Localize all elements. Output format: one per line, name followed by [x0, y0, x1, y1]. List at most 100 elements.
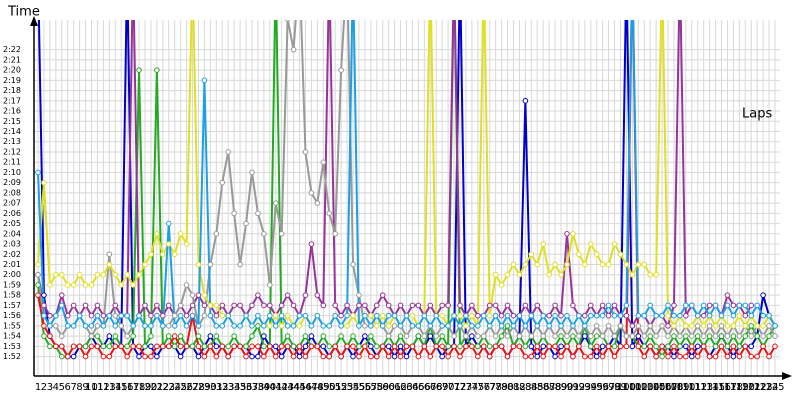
data-point	[272, 312, 279, 319]
data-point	[457, 343, 463, 350]
data-point	[611, 343, 618, 350]
data-point	[201, 353, 208, 360]
data-point	[344, 343, 350, 350]
x-tick-label: 47	[305, 382, 318, 393]
data-point	[748, 312, 755, 319]
data-point	[522, 353, 529, 360]
data-point	[564, 333, 570, 339]
data-point	[249, 302, 255, 309]
data-point	[742, 302, 749, 309]
data-point	[564, 343, 570, 350]
data-point	[403, 312, 410, 319]
data-point	[582, 353, 588, 360]
data-point	[266, 282, 273, 288]
data-point	[427, 302, 434, 309]
x-tick-label: 50	[323, 382, 336, 393]
x-tick-label: 57	[364, 382, 377, 393]
x-tick-label: 17	[127, 382, 140, 393]
x-tick-label: 11	[91, 382, 104, 393]
x-tick-label: 58	[370, 382, 383, 393]
y-tick-label: 2:01	[3, 260, 21, 269]
data-point	[362, 333, 368, 339]
x-tick-label: 52	[335, 382, 348, 393]
data-point	[516, 271, 523, 278]
x-tick-label: 34	[228, 382, 241, 393]
data-point	[647, 323, 653, 329]
x-tick-label: 31	[210, 382, 223, 393]
data-point	[183, 241, 190, 247]
x-tick-label: 99	[614, 382, 627, 393]
x-tick-label: 88	[549, 382, 562, 393]
data-point	[671, 343, 677, 350]
data-point	[64, 323, 71, 329]
data-point	[219, 323, 226, 329]
data-point	[540, 353, 547, 360]
data-point	[552, 261, 558, 268]
data-point	[148, 312, 154, 319]
data-point	[659, 353, 665, 360]
data-point	[391, 343, 398, 350]
data-point	[504, 333, 511, 339]
data-point	[379, 323, 386, 329]
data-point	[611, 333, 618, 339]
data-point	[724, 333, 731, 339]
data-point	[165, 241, 172, 247]
y-tick-label: 1:57	[3, 301, 21, 310]
y-tick-label: 2:04	[3, 229, 21, 238]
data-point	[356, 353, 362, 360]
data-point	[582, 333, 588, 339]
data-point	[582, 323, 588, 329]
data-point	[647, 343, 653, 350]
data-point	[201, 312, 208, 319]
data-point	[706, 353, 713, 360]
y-tick-label: 1:58	[3, 291, 21, 300]
data-point	[261, 353, 267, 360]
data-point	[522, 261, 529, 268]
data-point	[338, 353, 344, 360]
data-point	[683, 343, 689, 350]
data-point	[772, 333, 778, 339]
data-point	[118, 343, 125, 350]
data-point	[112, 302, 119, 309]
data-point	[558, 353, 564, 360]
x-tick-label: 60	[382, 382, 395, 393]
data-point	[362, 323, 368, 329]
data-point	[671, 333, 677, 339]
data-point	[255, 312, 261, 319]
data-point	[58, 343, 65, 350]
data-point	[688, 353, 695, 360]
x-tick-label: 29	[198, 382, 211, 393]
data-point	[397, 353, 404, 360]
x-tick-label: 118	[724, 382, 743, 393]
data-point	[130, 333, 136, 339]
data-point	[58, 292, 65, 298]
data-point	[278, 312, 285, 319]
data-point	[724, 343, 731, 350]
data-point	[320, 333, 327, 339]
data-point	[183, 343, 190, 350]
data-point	[475, 353, 481, 360]
y-tick-label: 1:52	[3, 352, 21, 361]
y-tick-label: 2:12	[3, 147, 21, 156]
data-point	[189, 312, 196, 319]
data-point	[249, 323, 255, 329]
data-point	[320, 353, 327, 360]
data-point	[457, 302, 463, 309]
data-point	[136, 343, 142, 350]
data-point	[582, 312, 588, 319]
x-tick-label: 96	[596, 382, 609, 393]
x-tick-label: 119	[730, 382, 749, 393]
y-tick-label: 2:09	[3, 178, 21, 187]
data-point	[201, 292, 208, 298]
data-point	[665, 353, 671, 360]
data-point	[754, 323, 760, 329]
data-point	[671, 312, 677, 319]
data-point	[183, 282, 190, 288]
data-point	[748, 323, 755, 329]
x-tick-label: 44	[287, 382, 300, 393]
data-point	[635, 333, 642, 339]
data-point	[385, 333, 392, 339]
data-point	[249, 333, 255, 339]
data-point	[605, 323, 612, 329]
data-point	[261, 302, 267, 309]
